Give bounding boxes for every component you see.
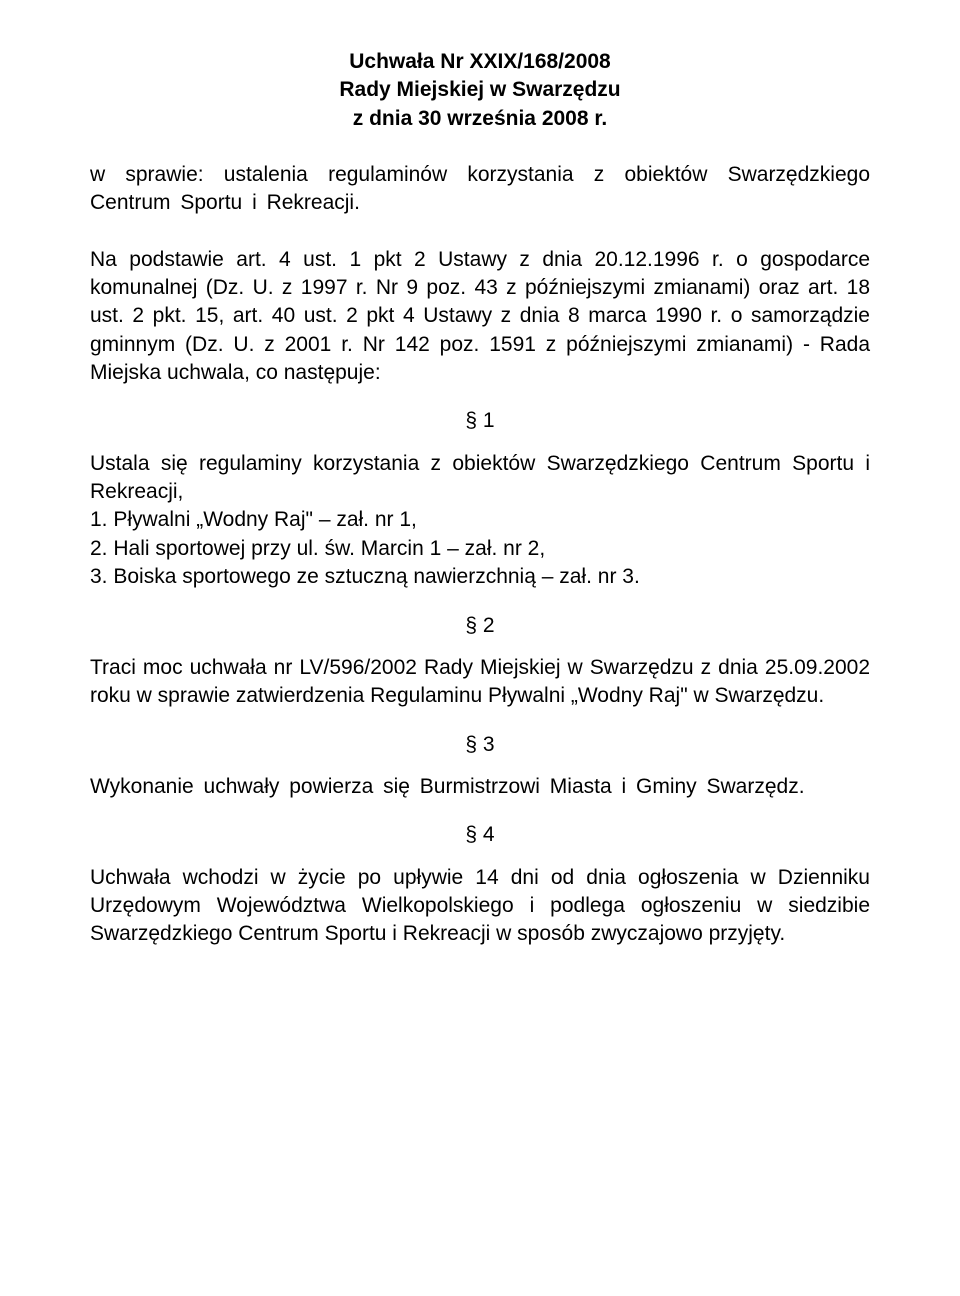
legal-basis-paragraph: Na podstawie art. 4 ust. 1 pkt 2 Ustawy …	[90, 246, 870, 388]
title-line-1: Uchwała Nr XXIX/168/2008	[90, 48, 870, 76]
section-2-text: Traci moc uchwała nr LV/596/2002 Rady Mi…	[90, 654, 870, 711]
section-4-number: § 4	[90, 821, 870, 849]
section-1-item-3: 3. Boiska sportowego ze sztuczną nawierz…	[90, 563, 870, 591]
title-line-3: z dnia 30 września 2008 r.	[90, 105, 870, 133]
section-3-number: § 3	[90, 731, 870, 759]
section-3-text: Wykonanie uchwały powierza się Burmistrz…	[90, 773, 870, 801]
title-line-2: Rady Miejskiej w Swarzędzu	[90, 76, 870, 104]
section-1-item-2: 2. Hali sportowej przy ul. św. Marcin 1 …	[90, 535, 870, 563]
section-1-item-1: 1. Pływalni „Wodny Raj" – zał. nr 1,	[90, 506, 870, 534]
subject-paragraph: w sprawie: ustalenia regulaminów korzyst…	[90, 161, 870, 218]
section-1-intro: Ustala się regulaminy korzystania z obie…	[90, 450, 870, 507]
section-2-number: § 2	[90, 612, 870, 640]
section-4-text: Uchwała wchodzi w życie po upływie 14 dn…	[90, 864, 870, 949]
section-1-number: § 1	[90, 407, 870, 435]
document-title: Uchwała Nr XXIX/168/2008 Rady Miejskiej …	[90, 48, 870, 133]
